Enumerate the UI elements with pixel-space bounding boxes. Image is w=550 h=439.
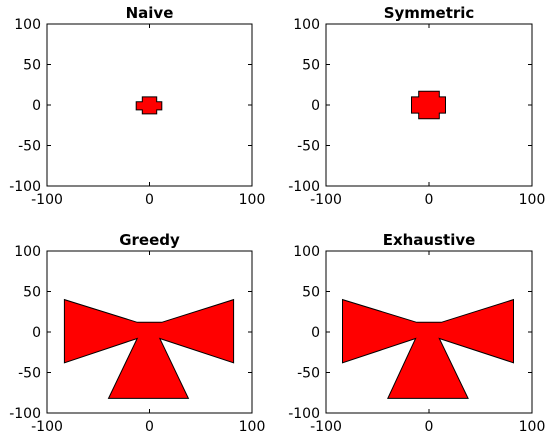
y-tick-label: -100 [288, 179, 320, 195]
x-tick-label: 0 [425, 419, 434, 435]
y-tick-label: 50 [23, 285, 41, 301]
panel-naive: Naive -100 -50 0 50 100 -100 0 100 [9, 4, 265, 208]
y-tick-label: 50 [302, 285, 320, 301]
y-tick-label: 0 [311, 325, 320, 341]
shape-polygon [411, 90, 446, 120]
y-tick-label: -100 [9, 406, 41, 422]
y-tick-label: 100 [14, 244, 41, 260]
x-tick-label: -100 [31, 419, 63, 435]
y-tick-label: 0 [311, 98, 320, 114]
x-tick-label: 100 [519, 419, 546, 435]
x-tick-label: 100 [519, 192, 546, 208]
panel-title: Symmetric [384, 4, 475, 22]
y-tick-label: 100 [293, 244, 320, 260]
shape-polygon [342, 298, 514, 399]
x-tick-label: -100 [310, 419, 342, 435]
x-tick-label: -100 [310, 192, 342, 208]
y-tick-label: 0 [32, 98, 41, 114]
y-tick-label: -50 [18, 139, 41, 155]
y-tick-label: 100 [293, 17, 320, 33]
shape-polygon [63, 298, 235, 399]
x-tick-label: 0 [145, 419, 154, 435]
x-tick-label: 100 [239, 192, 266, 208]
x-tick-label: 0 [145, 192, 154, 208]
shape-polygon [135, 96, 163, 115]
y-tick-label: 0 [32, 325, 41, 341]
y-tick-label: 50 [302, 58, 320, 74]
x-tick-label: -100 [31, 192, 63, 208]
y-tick-label: -50 [297, 366, 320, 382]
panel-title: Exhaustive [383, 231, 476, 249]
y-tick-label: 100 [14, 17, 41, 33]
y-tick-label: -100 [9, 179, 41, 195]
x-tick-label: 0 [425, 192, 434, 208]
y-tick-label: -50 [297, 139, 320, 155]
panel-symmetric: Symmetric -100 -50 0 50 100 -100 0 100 [288, 4, 545, 208]
x-tick-label: 100 [239, 419, 266, 435]
y-tick-label: -50 [18, 366, 41, 382]
panel-title: Greedy [119, 231, 180, 249]
panel-title: Naive [126, 4, 174, 22]
panel-exhaustive: Exhaustive -100 -50 0 50 100 -100 0 100 [288, 231, 545, 435]
y-tick-label: -100 [288, 406, 320, 422]
panel-greedy: Greedy -100 -50 0 50 100 -100 0 100 [9, 231, 265, 435]
y-tick-label: 50 [23, 58, 41, 74]
